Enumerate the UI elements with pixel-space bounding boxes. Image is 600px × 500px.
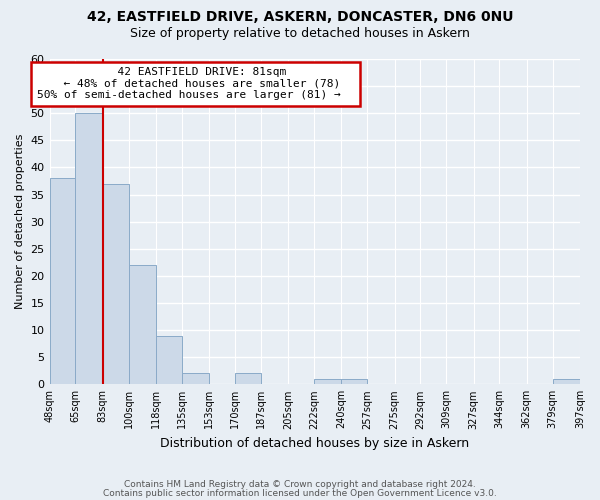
Text: 42, EASTFIELD DRIVE, ASKERN, DONCASTER, DN6 0NU: 42, EASTFIELD DRIVE, ASKERN, DONCASTER, … [87,10,513,24]
Text: Contains public sector information licensed under the Open Government Licence v3: Contains public sector information licen… [103,488,497,498]
Text: 42 EASTFIELD DRIVE: 81sqm
  ← 48% of detached houses are smaller (78)
50% of sem: 42 EASTFIELD DRIVE: 81sqm ← 48% of detac… [37,67,354,100]
Y-axis label: Number of detached properties: Number of detached properties [15,134,25,310]
Bar [156,336,182,384]
Text: Contains HM Land Registry data © Crown copyright and database right 2024.: Contains HM Land Registry data © Crown c… [124,480,476,489]
Bar [341,379,367,384]
Bar [182,374,209,384]
X-axis label: Distribution of detached houses by size in Askern: Distribution of detached houses by size … [160,437,469,450]
Bar [314,379,341,384]
Bar [76,113,103,384]
Bar [235,374,261,384]
Bar [50,178,76,384]
Bar [128,265,156,384]
Bar [553,379,580,384]
Bar [103,184,128,384]
Text: Size of property relative to detached houses in Askern: Size of property relative to detached ho… [130,28,470,40]
